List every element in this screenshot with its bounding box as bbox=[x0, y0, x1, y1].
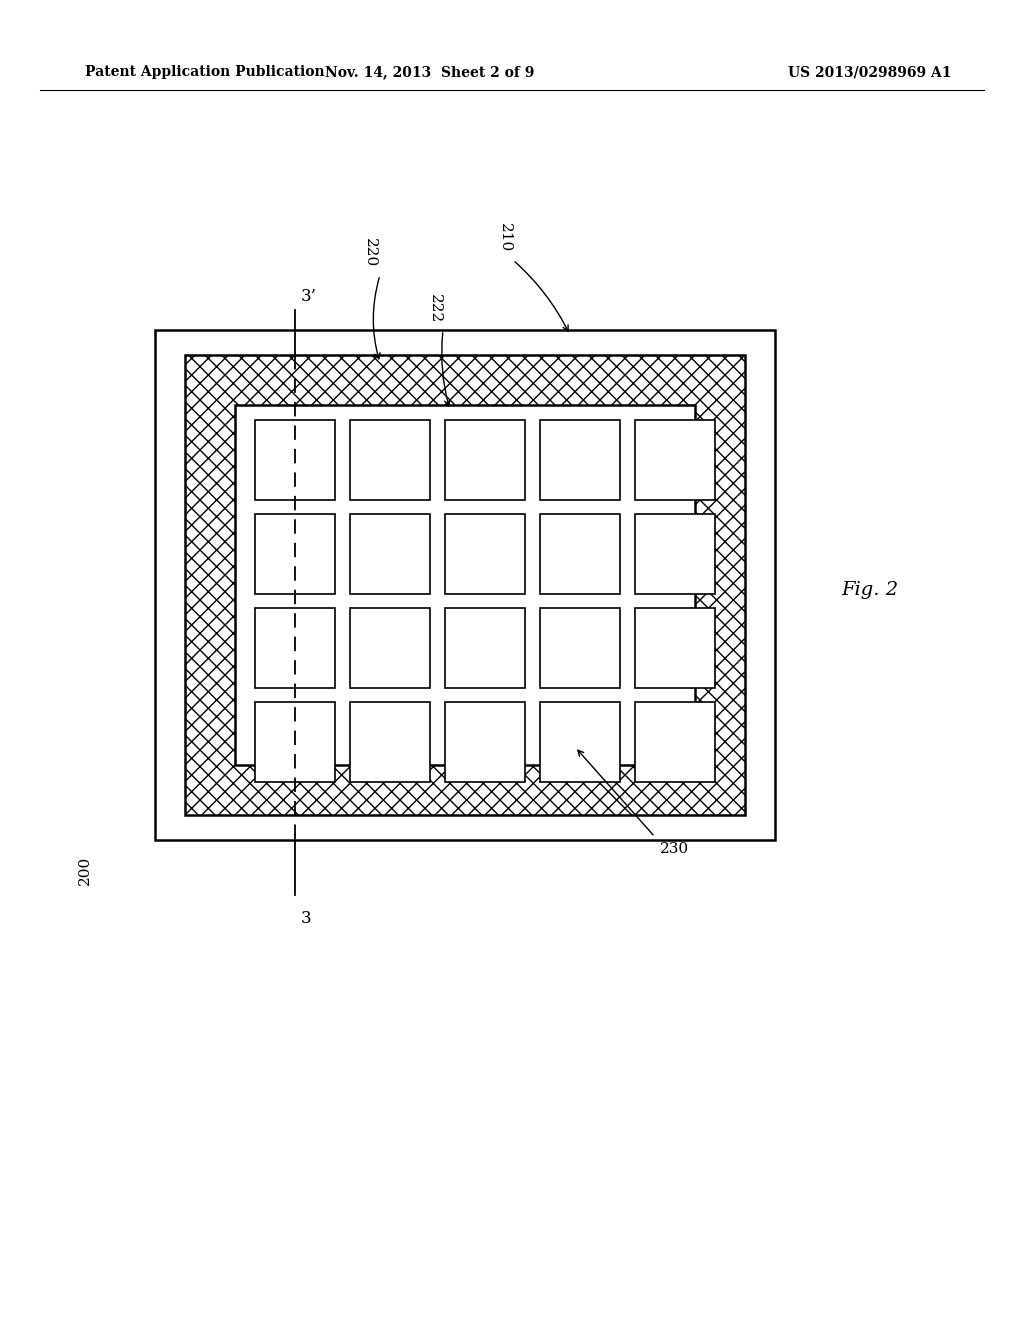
Bar bbox=[255, 702, 335, 781]
Bar bbox=[350, 609, 430, 688]
Bar bbox=[540, 609, 620, 688]
Bar bbox=[635, 420, 715, 500]
Bar bbox=[540, 513, 620, 594]
Text: Patent Application Publication: Patent Application Publication bbox=[85, 65, 325, 79]
Text: US 2013/0298969 A1: US 2013/0298969 A1 bbox=[788, 65, 951, 79]
Text: 222: 222 bbox=[428, 294, 442, 323]
Bar bbox=[234, 405, 695, 766]
Bar bbox=[635, 609, 715, 688]
Text: 230: 230 bbox=[660, 842, 689, 855]
Bar bbox=[350, 420, 430, 500]
Bar bbox=[185, 355, 745, 814]
Text: Nov. 14, 2013  Sheet 2 of 9: Nov. 14, 2013 Sheet 2 of 9 bbox=[326, 65, 535, 79]
Bar bbox=[445, 513, 525, 594]
Bar bbox=[255, 513, 335, 594]
Bar bbox=[350, 513, 430, 594]
Bar bbox=[255, 420, 335, 500]
Text: 3: 3 bbox=[301, 909, 311, 927]
Bar bbox=[445, 609, 525, 688]
Bar bbox=[445, 420, 525, 500]
Text: 200: 200 bbox=[78, 855, 92, 884]
Bar bbox=[155, 330, 775, 840]
Bar bbox=[540, 702, 620, 781]
Text: 3’: 3’ bbox=[301, 288, 317, 305]
Bar bbox=[635, 513, 715, 594]
Text: 220: 220 bbox=[362, 238, 377, 267]
Bar bbox=[635, 702, 715, 781]
Bar bbox=[540, 420, 620, 500]
Bar bbox=[445, 702, 525, 781]
Text: Fig. 2: Fig. 2 bbox=[842, 581, 899, 599]
Text: 210: 210 bbox=[498, 223, 512, 252]
Bar bbox=[350, 702, 430, 781]
Bar bbox=[255, 609, 335, 688]
